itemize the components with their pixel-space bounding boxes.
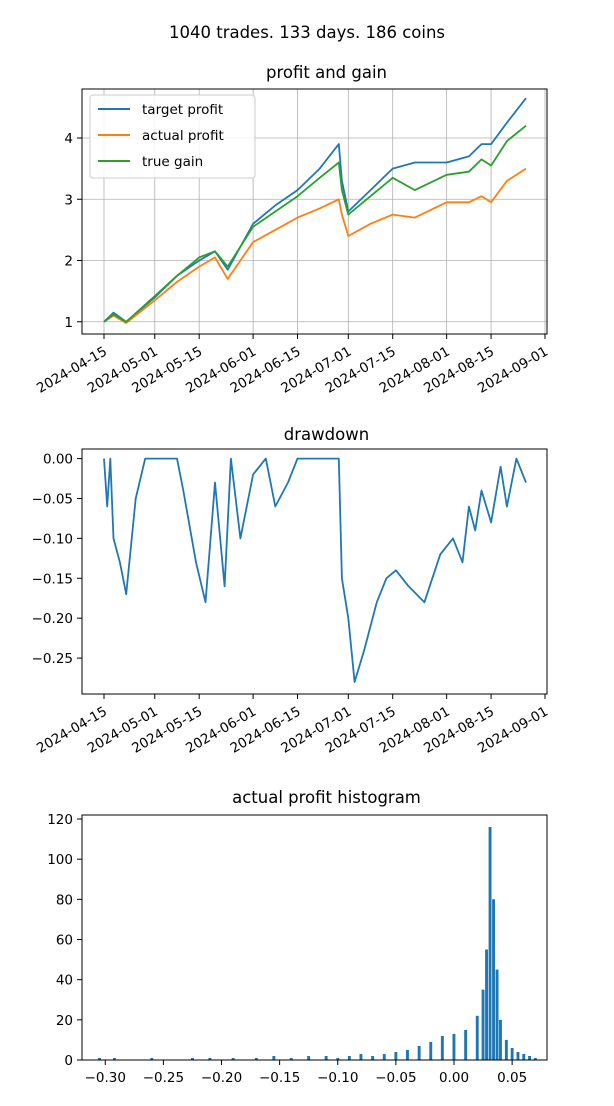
figure-title: 1040 trades. 133 days. 186 coins bbox=[169, 23, 445, 42]
histogram-bar bbox=[98, 1058, 101, 1060]
legend-label: true gain bbox=[142, 154, 203, 170]
histogram-bar bbox=[191, 1058, 194, 1060]
p1-y-tick-label: 3 bbox=[64, 192, 73, 208]
histogram-bar bbox=[499, 1019, 502, 1060]
series-line-true-gain bbox=[103, 124, 527, 323]
histogram-bar bbox=[231, 1058, 235, 1060]
p3-x-tick-label: 0.05 bbox=[497, 1070, 527, 1086]
p2-y-tick-label: −0.05 bbox=[32, 491, 73, 507]
histogram-bar bbox=[475, 1015, 479, 1060]
legend-label: actual profit bbox=[142, 128, 224, 144]
histogram-bar bbox=[488, 827, 492, 1060]
histogram-bar bbox=[359, 1054, 363, 1060]
p3-y-tick-label: 60 bbox=[56, 933, 73, 949]
legend-box bbox=[89, 94, 256, 179]
p3-y-tick-label: 20 bbox=[56, 1013, 73, 1029]
histogram-bar bbox=[485, 949, 488, 1060]
histogram-bar bbox=[440, 1035, 444, 1060]
p3-y-tick-label: 0 bbox=[64, 1053, 73, 1069]
histogram-bar bbox=[406, 1050, 409, 1060]
histogram-bar bbox=[533, 1058, 537, 1060]
histogram-bar bbox=[492, 899, 495, 1060]
histogram-bar bbox=[495, 969, 499, 1060]
drawdown-frame bbox=[81, 448, 548, 695]
p3-y-tick-label: 40 bbox=[56, 973, 73, 989]
p3-x-tick-label: −0.25 bbox=[143, 1070, 184, 1086]
drawdown-line bbox=[103, 457, 527, 683]
histogram-bar bbox=[208, 1058, 212, 1060]
histogram-bar bbox=[113, 1058, 116, 1060]
p3-x-tick-label: 0.00 bbox=[439, 1070, 469, 1086]
histogram-bar bbox=[522, 1054, 526, 1060]
profit-and-gain-frame bbox=[81, 88, 548, 335]
series-line-actual-profit bbox=[103, 167, 527, 324]
p3-y-tick-label: 120 bbox=[47, 812, 73, 828]
histogram-bar bbox=[464, 1029, 468, 1060]
histogram-bar bbox=[452, 1033, 456, 1060]
p2-y-tick-label: −0.25 bbox=[32, 651, 73, 667]
p3-y-tick-label: 100 bbox=[47, 852, 73, 868]
drawdown-title: drawdown bbox=[284, 425, 369, 444]
histogram-bar bbox=[289, 1058, 293, 1060]
histogram-panel: actual profit histogram 0 20 40 60 80 100 120 −… bbox=[47, 788, 548, 1086]
profit-and-gain-title: profit and gain bbox=[266, 63, 387, 82]
p2-y-tick-label: −0.20 bbox=[32, 611, 73, 627]
p1-y-tick-label: 2 bbox=[64, 254, 73, 270]
histogram-bar bbox=[347, 1056, 351, 1060]
histogram-frame bbox=[81, 814, 548, 1061]
p3-x-tick-label: −0.10 bbox=[317, 1070, 358, 1086]
histogram-bar bbox=[150, 1058, 154, 1060]
histogram-bar bbox=[336, 1058, 340, 1060]
p3-x-tick-label: −0.30 bbox=[85, 1070, 126, 1086]
legend-label: target profit bbox=[142, 102, 223, 118]
drawdown-panel: drawdown 0.00−0.05−0.10−0.15−0.20−0.2520… bbox=[32, 425, 551, 757]
profit-and-gain-legend: target profit actual profit true gain bbox=[89, 94, 256, 179]
histogram-bar bbox=[417, 1045, 421, 1060]
p2-y-tick-label: −0.10 bbox=[32, 531, 73, 547]
histogram-title: actual profit histogram bbox=[232, 788, 421, 807]
p1-y-tick-label: 4 bbox=[64, 131, 73, 147]
p3-x-tick-label: −0.20 bbox=[201, 1070, 242, 1086]
histogram-bar bbox=[324, 1056, 328, 1060]
histogram-bar bbox=[394, 1052, 398, 1060]
histogram-bar bbox=[382, 1054, 386, 1060]
histogram-bar bbox=[510, 1048, 514, 1060]
p3-y-tick-label: 80 bbox=[56, 892, 73, 908]
p1-y-tick-label: 1 bbox=[64, 315, 73, 331]
histogram-bar bbox=[254, 1058, 258, 1060]
p2-y-tick-label: 0.00 bbox=[43, 452, 73, 468]
histogram-bar bbox=[481, 989, 485, 1060]
histogram-bar bbox=[528, 1056, 531, 1060]
histogram-bar bbox=[516, 1052, 520, 1060]
p3-x-tick-label: −0.05 bbox=[375, 1070, 416, 1086]
p2-y-tick-label: −0.15 bbox=[32, 571, 73, 587]
histogram-bar bbox=[307, 1056, 311, 1060]
histogram-bar bbox=[504, 1039, 508, 1060]
p3-x-tick-label: −0.15 bbox=[259, 1070, 300, 1086]
histogram-bar bbox=[429, 1041, 433, 1060]
histogram-bar bbox=[371, 1056, 375, 1060]
profit-and-gain-panel: profit and gain 12342024-04-152024-05-01… bbox=[34, 63, 551, 397]
histogram-bar bbox=[272, 1056, 276, 1060]
